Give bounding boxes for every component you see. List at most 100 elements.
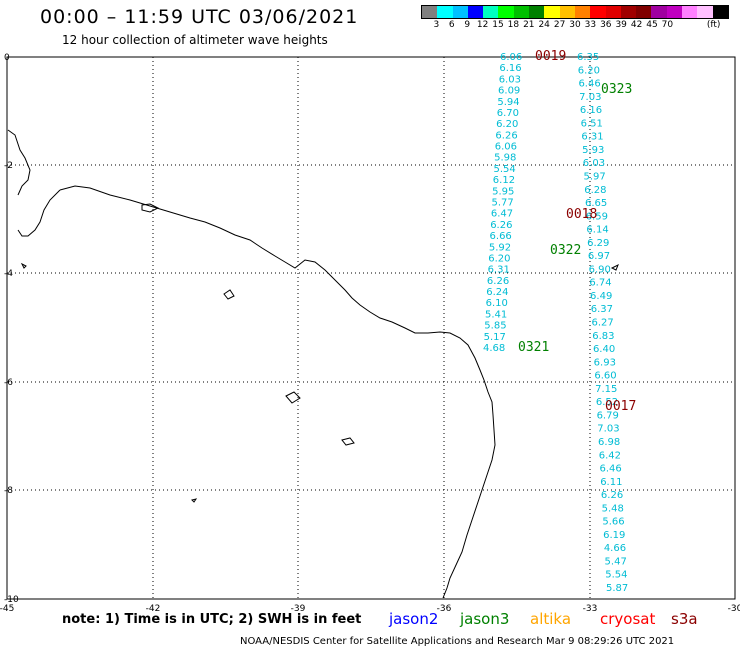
legend-swatch <box>666 6 683 18</box>
legend-swatch <box>437 6 453 18</box>
wave-height-value: 6.28 <box>584 185 606 196</box>
legend-label: 30 <box>569 20 581 30</box>
legend-label: 36 <box>600 20 612 30</box>
satellite-legend-item: altika <box>530 610 572 628</box>
y-tick-label: 0 <box>4 53 10 63</box>
wave-height-value: 6.03 <box>499 74 521 85</box>
wave-height-value: 6.20 <box>496 119 518 130</box>
wave-height-value: 6.10 <box>486 298 508 309</box>
wave-height-value: 6.46 <box>599 464 621 475</box>
legend-label: 45 <box>646 20 658 30</box>
axis-tick-labels: -45 -42 -39 -36 -33 -30 0 -2 -4 -6 -8 -10 <box>0 53 740 614</box>
wave-height-value: 6.24 <box>486 287 508 298</box>
legend-swatch <box>422 6 438 18</box>
legend-label: 6 <box>448 20 455 30</box>
x-tick-label: -36 <box>437 604 452 614</box>
legend-label: 15 <box>492 20 504 30</box>
wave-height-value: 6.31 <box>581 132 603 143</box>
legend-swatch <box>712 6 728 18</box>
y-tick-label: -6 <box>4 378 13 388</box>
wave-height-value: 5.47 <box>605 556 627 567</box>
wave-height-value: 6.26 <box>487 276 509 287</box>
wave-height-value: 6.27 <box>592 318 614 329</box>
wave-height-value: 6.20 <box>488 253 510 264</box>
wave-height-value: 5.95 <box>492 186 514 197</box>
x-tick-label: -30 <box>728 604 740 614</box>
wave-height-value: 5.85 <box>484 321 506 332</box>
legend-label: 3 <box>433 20 440 30</box>
wave-height-value: 6.59 <box>586 211 608 222</box>
map-frame <box>6 56 736 600</box>
color-legend-labels: 3 6 9 12 15 18 21 24 27 30 33 36 39 42 45 70 (ft) <box>421 20 729 32</box>
legend-label: 33 <box>584 20 597 30</box>
pass-label: 0323 <box>601 82 632 97</box>
wave-height-value: 6.60 <box>594 371 616 382</box>
legend-label: 39 <box>615 20 627 30</box>
wave-height-value: 5.87 <box>606 583 628 594</box>
wave-height-value: 5.54 <box>605 570 627 581</box>
legend-swatch <box>605 6 621 18</box>
legend-swatch <box>651 6 667 18</box>
credit-line: NOAA/NESDIS Center for Satellite Applica… <box>240 636 675 647</box>
legend-label: 21 <box>523 20 535 30</box>
wave-height-value: 6.16 <box>499 63 521 74</box>
legend-swatch <box>574 6 591 18</box>
pass-label: 0321 <box>518 340 549 355</box>
wave-height-value: 5.17 <box>484 332 506 343</box>
y-tick-label: -4 <box>4 269 13 279</box>
map-title: 00:00 – 11:59 UTC 03/06/2021 <box>40 6 359 28</box>
wave-height-value: 6.06 <box>495 142 517 153</box>
pass-label: 0018 <box>566 207 597 222</box>
satellite-legend-item: jason3 <box>460 610 510 628</box>
y-tick-label: -2 <box>4 161 13 171</box>
coastline <box>7 129 619 599</box>
wave-height-value: 6.26 <box>495 130 517 141</box>
legend-label: 24 <box>538 20 550 30</box>
wave-height-value: 5.48 <box>602 503 624 514</box>
y-tick-label: -8 <box>4 486 13 496</box>
legend-swatch <box>498 6 514 18</box>
pass-label: 0322 <box>550 243 581 258</box>
pass-id-labels: 0019 0323 0018 0322 0321 0017 <box>518 49 636 414</box>
wave-height-value: 6.35 <box>577 52 599 63</box>
wave-height-value: 7.03 <box>597 424 619 435</box>
map-subtitle: 12 hour collection of altimeter wave hei… <box>62 33 328 47</box>
x-tick-label: -39 <box>291 604 306 614</box>
wave-height-value: 5.41 <box>485 309 507 320</box>
wave-height-value: 7.03 <box>579 92 601 103</box>
legend-label: 42 <box>630 20 643 30</box>
satellite-legend-item: cryosat <box>600 610 656 628</box>
wave-height-value: 6.49 <box>590 291 612 302</box>
wave-height-value: 7.15 <box>595 384 617 395</box>
wave-height-value: 6.14 <box>586 225 608 236</box>
wave-height-value: 6.03 <box>583 158 605 169</box>
wave-height-value: 6.74 <box>589 278 611 289</box>
x-tick-label: -42 <box>146 604 161 614</box>
legend-swatch <box>559 6 575 18</box>
wave-height-value: 6.11 <box>600 477 622 488</box>
legend-swatch <box>483 6 499 18</box>
note-text: note: 1) Time is in UTC; 2) SWH is in fe… <box>62 612 362 627</box>
pass-label: 0019 <box>535 49 566 64</box>
wave-height-value: 6.79 <box>597 410 619 421</box>
wave-height-value: 6.29 <box>587 238 609 249</box>
legend-swatch <box>682 6 698 18</box>
wave-height-value: 6.37 <box>591 304 613 315</box>
wave-height-value: 6.46 <box>578 79 600 90</box>
wave-height-value: 5.54 <box>493 164 515 175</box>
legend-swatch <box>529 6 545 18</box>
wave-height-value: 6.51 <box>581 118 603 129</box>
wave-height-value: 6.06 <box>500 52 522 63</box>
wave-height-value: 5.94 <box>497 97 519 108</box>
wave-height-value: 6.40 <box>593 344 615 355</box>
track-b-wave-heights: 6.35 6.20 6.46 7.03 6.16 6.51 6.31 5.93 6.03 5.97… <box>577 52 628 594</box>
satellite-legend-item: jason2 <box>389 610 439 628</box>
wave-height-value: 6.26 <box>601 490 623 501</box>
wave-height-value: 4.66 <box>604 543 626 554</box>
legend-swatch <box>697 6 713 18</box>
legend-label: 18 <box>507 20 520 30</box>
wave-height-value: 6.70 <box>497 108 519 119</box>
wave-height-value: 5.77 <box>492 198 514 209</box>
pass-label: 0017 <box>605 399 636 414</box>
